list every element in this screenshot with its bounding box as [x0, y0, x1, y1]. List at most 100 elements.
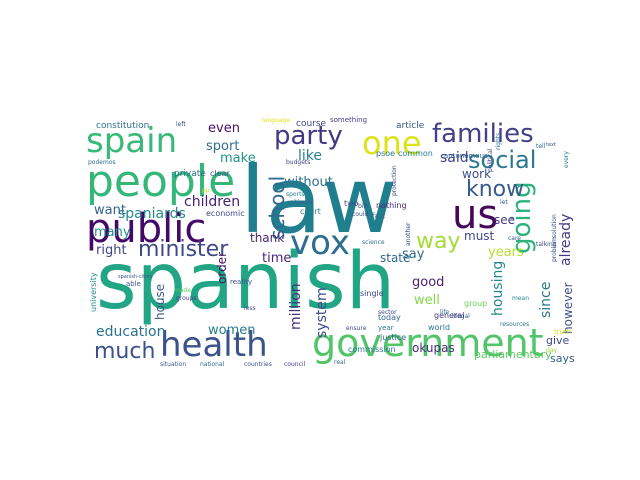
word-government: government: [312, 321, 544, 365]
word-justice: justice: [379, 333, 406, 342]
word-today: today: [378, 313, 401, 322]
word-order: order: [215, 252, 229, 284]
word-already: already: [558, 214, 574, 266]
word-right: right: [96, 243, 127, 258]
word-commission: commission: [348, 345, 396, 354]
word-women: women: [208, 323, 256, 338]
word-two: two: [344, 199, 359, 208]
word-spain: spain: [86, 121, 177, 161]
word-protection: protection: [391, 165, 398, 196]
word-course: course: [296, 119, 327, 129]
word-spanish-cities: spanish-cities: [118, 274, 153, 280]
word-state: state: [380, 251, 410, 265]
word-spaniards: spaniards: [118, 206, 186, 222]
word-common: common: [398, 149, 433, 158]
word-children: children: [184, 194, 240, 210]
word-know: know: [466, 177, 524, 202]
word-thank: thank: [250, 231, 284, 245]
word-families: families: [432, 119, 534, 149]
word-one: one: [362, 124, 422, 162]
word-left: left: [176, 121, 186, 128]
word-countries: countries: [244, 361, 272, 368]
word-see: see: [494, 213, 515, 227]
word-less: less: [244, 305, 256, 312]
word-care: care: [508, 235, 521, 242]
word-education: education: [96, 324, 165, 340]
word-since: since: [538, 282, 554, 318]
word-budgets: budgets: [286, 159, 310, 166]
word-parliamentary: parliamentary: [474, 348, 552, 361]
word-bill: bill: [358, 203, 367, 210]
word-language: language: [262, 117, 290, 124]
word-sport: sport: [206, 139, 239, 154]
word-court: court: [300, 207, 321, 216]
word-group: group: [464, 299, 487, 308]
word-however: however: [561, 282, 575, 334]
word-vox: vox: [290, 223, 350, 263]
word-life: life: [440, 309, 449, 316]
word-constitution: constitution: [96, 121, 149, 131]
word-could: could: [352, 211, 368, 218]
word-many: many: [94, 225, 131, 240]
word-made: made: [174, 287, 191, 294]
word-health: health: [160, 325, 268, 365]
word-political: political: [487, 148, 494, 172]
word-fact: fact: [372, 212, 386, 220]
word-even: even: [208, 121, 240, 136]
word-illegal: illegal: [452, 313, 470, 320]
word-single: single: [360, 289, 384, 298]
word-citizens: citizens: [290, 199, 313, 206]
word-something: something: [330, 116, 367, 124]
word-minister: minister: [138, 237, 229, 262]
word-truth: truth: [554, 328, 571, 336]
word-way: way: [416, 229, 461, 254]
word-much: much: [94, 339, 155, 364]
word-every: every: [563, 151, 570, 168]
word-people: people: [86, 156, 235, 207]
word-public: public: [86, 206, 206, 252]
word-council: council: [284, 361, 306, 368]
word-social: social: [468, 146, 536, 174]
word-solution: solution: [551, 214, 558, 238]
word-groups: groups: [176, 295, 197, 302]
word-economic: economic: [206, 209, 245, 218]
word-general: general: [434, 311, 464, 320]
word-problem: problem: [551, 237, 558, 262]
word-well: well: [414, 293, 440, 308]
word-housing: housing: [490, 261, 506, 316]
word-law: law: [240, 147, 397, 254]
word-us: us: [452, 192, 498, 238]
word-article: article: [396, 121, 425, 131]
word-autonomous: autonomous: [444, 152, 488, 160]
word-pp: pp: [202, 187, 210, 194]
word-university: university: [89, 272, 98, 312]
word-talking: talking: [536, 241, 557, 248]
word-another: another: [405, 222, 412, 246]
word-spanish: spanish: [96, 237, 395, 327]
word-national: national: [200, 361, 225, 368]
word-time: time: [262, 251, 291, 266]
word-private: private: [174, 169, 206, 179]
word-reality: reality: [230, 278, 252, 286]
word-said: said: [440, 150, 469, 166]
word-million: million: [288, 283, 304, 330]
word-going: going: [507, 181, 537, 254]
word-science: science: [362, 239, 385, 246]
word-sports: sports: [286, 191, 305, 198]
word-tell: tell: [536, 143, 546, 150]
word-text: text: [546, 142, 556, 148]
word-rights: rights: [495, 133, 502, 150]
word-year: year: [378, 324, 394, 332]
word-clear: clear: [210, 169, 230, 178]
word-mean: mean: [512, 295, 529, 302]
word-like: like: [298, 148, 322, 164]
word-ensure: ensure: [346, 325, 367, 332]
word-system: system: [314, 287, 330, 338]
word-house: house: [153, 284, 167, 320]
word-give: give: [546, 334, 570, 347]
word-good: good: [412, 275, 444, 290]
word-school: school: [265, 176, 289, 240]
word-say: say: [402, 247, 425, 262]
word-want: want: [94, 203, 126, 218]
